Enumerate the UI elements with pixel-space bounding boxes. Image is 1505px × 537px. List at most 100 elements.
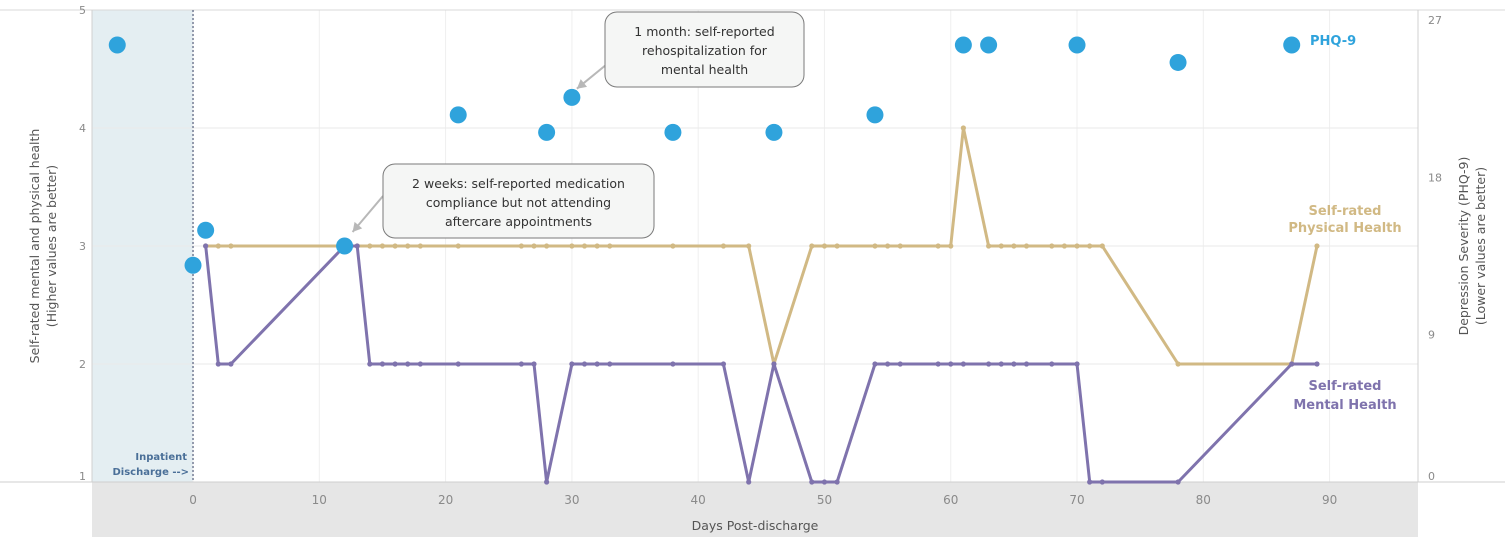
series-point	[367, 361, 373, 367]
series-point	[228, 243, 234, 249]
series-point	[872, 361, 878, 367]
callout-box	[382, 163, 655, 239]
phq9-point	[1068, 36, 1086, 54]
series-point	[544, 243, 550, 249]
series-point	[594, 361, 600, 367]
series-point	[1087, 243, 1093, 249]
series-point	[379, 361, 386, 367]
series-point	[569, 243, 575, 249]
series-label-0: PHQ-9	[1310, 34, 1356, 49]
series-point	[821, 243, 828, 249]
right-tick-label: 9	[1428, 329, 1435, 342]
series-label-2: Mental Health	[1293, 398, 1396, 413]
series-point	[1175, 479, 1181, 485]
series-point	[392, 361, 398, 367]
x-tick-label: 30	[564, 493, 579, 507]
callout-text: 1 month: self-reported	[634, 24, 774, 39]
series-point	[354, 243, 360, 249]
discharge-label-line1: Inpatient	[135, 452, 187, 463]
series-point	[1023, 361, 1030, 367]
series-point	[607, 243, 613, 249]
series-point	[417, 243, 423, 249]
x-tick-label: 40	[691, 493, 706, 507]
callout-text: mental health	[661, 62, 748, 77]
left-axis-title-line1: Self-rated mental and physical health	[27, 129, 42, 364]
discharge-label-line2: Discharge -->	[113, 467, 190, 478]
phq9-point	[563, 88, 581, 106]
callout-arrowhead	[352, 221, 363, 232]
right-tick-label: 18	[1428, 171, 1442, 184]
series-point	[948, 361, 954, 367]
left-tick-label: 4	[79, 122, 86, 135]
x-tick-label: 10	[312, 493, 327, 507]
phq9-point	[1283, 36, 1301, 54]
left-tick-label: 2	[79, 358, 86, 371]
left-tick-label: 5	[79, 4, 86, 17]
x-tick-label: 60	[943, 493, 958, 507]
series-point	[1289, 361, 1295, 367]
phq9-point	[765, 123, 783, 141]
x-tick-label: 80	[1196, 493, 1211, 507]
series-point	[986, 243, 992, 249]
series-point	[1049, 361, 1055, 367]
series-point	[1099, 243, 1105, 249]
series-point	[518, 243, 524, 249]
series-point	[948, 243, 954, 249]
series-label-1: Self-rated	[1309, 204, 1382, 219]
series-point	[834, 479, 840, 485]
phq9-point	[954, 36, 972, 54]
series-point	[581, 361, 588, 367]
phq9-point	[108, 36, 126, 54]
series-point	[531, 243, 537, 249]
series-point	[405, 243, 411, 249]
series-point	[834, 243, 840, 249]
series-point	[455, 243, 461, 249]
series-point	[998, 361, 1004, 367]
series-point	[720, 243, 727, 249]
series-point	[228, 361, 234, 367]
series-point	[417, 361, 423, 367]
series-point	[1099, 479, 1105, 485]
series-point	[960, 125, 966, 131]
left-tick-label: 3	[79, 240, 86, 253]
series-point	[885, 243, 891, 249]
phq9-point	[866, 106, 884, 124]
x-axis-title: Days Post-discharge	[692, 518, 819, 533]
series-point	[1074, 243, 1080, 249]
series-point	[935, 243, 941, 249]
series-point	[455, 361, 461, 367]
series-point	[885, 361, 891, 367]
series-point	[607, 361, 613, 367]
series-point	[771, 361, 777, 367]
callout-text: 2 weeks: self-reported medication	[412, 176, 625, 191]
phq9-point	[197, 221, 215, 239]
right-axis-title-line1: Depression Severity (PHQ-9)	[1456, 157, 1471, 336]
right-tick-label: 0	[1428, 470, 1435, 483]
x-tick-label: 70	[1069, 493, 1084, 507]
series-point	[821, 479, 828, 485]
right-tick-label: 27	[1428, 14, 1442, 27]
series-point	[986, 361, 992, 367]
series-point	[215, 361, 221, 367]
series-point	[670, 243, 676, 249]
x-tick-label: 20	[438, 493, 453, 507]
series-point	[809, 243, 815, 249]
series-point	[670, 361, 676, 367]
x-tick-label: 90	[1322, 493, 1337, 507]
series-point	[215, 243, 221, 249]
phq9-point	[336, 237, 354, 255]
x-axis-band	[92, 482, 1418, 537]
series-point	[872, 243, 878, 249]
series-point	[1023, 243, 1030, 249]
callout-text: aftercare appointments	[445, 214, 592, 229]
callout-text: rehospitalization for	[642, 43, 768, 58]
right-axis-title-line2: (Lower values are better)	[1473, 167, 1488, 325]
series-point	[746, 243, 752, 249]
left-tick-label: 1	[79, 470, 86, 483]
series-point	[809, 479, 815, 485]
series-point	[1074, 361, 1080, 367]
phq9-point	[980, 36, 998, 54]
series-point	[998, 243, 1004, 249]
series-point	[1049, 243, 1055, 249]
